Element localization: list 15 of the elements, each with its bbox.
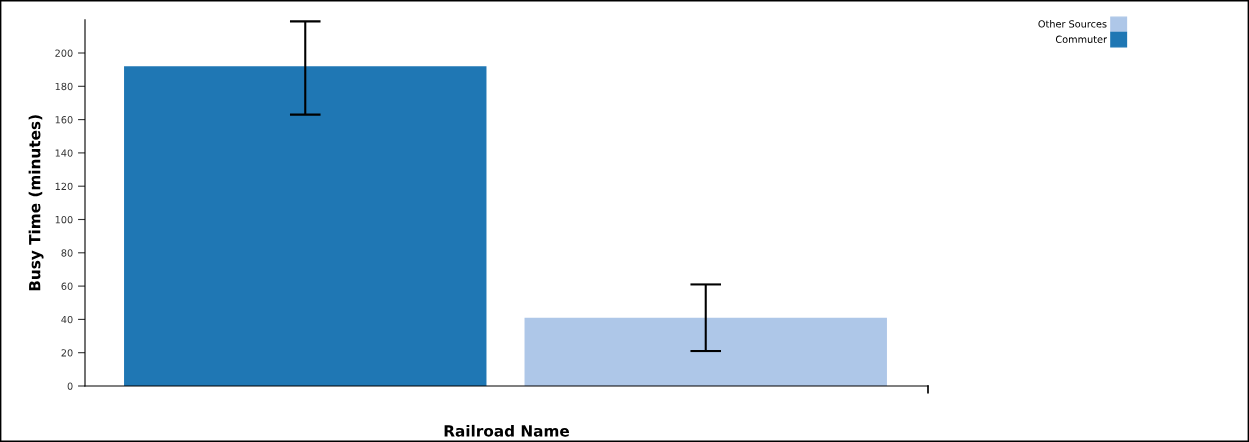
y-tick-label: 200: [55, 49, 73, 57]
x-axis-title: Railroad Name: [444, 424, 570, 437]
y-tick-label: 40: [61, 315, 73, 324]
y-tick-label: 0: [67, 382, 73, 390]
legend-label: Commuter: [1055, 35, 1108, 43]
y-tick-label: 140: [55, 149, 73, 157]
y-tick-label: 100: [55, 215, 73, 224]
y-tick-label: 120: [55, 182, 73, 191]
y-axis-title: Busy Time (minutes): [28, 115, 44, 291]
y-tick-label: 180: [55, 82, 73, 91]
y-tick-label: 60: [61, 282, 73, 290]
y-tick-label: 80: [61, 249, 73, 257]
y-tick-label: 160: [55, 116, 73, 124]
legend-label: Other Sources: [1038, 20, 1107, 28]
y-tick-label: 20: [61, 349, 73, 357]
